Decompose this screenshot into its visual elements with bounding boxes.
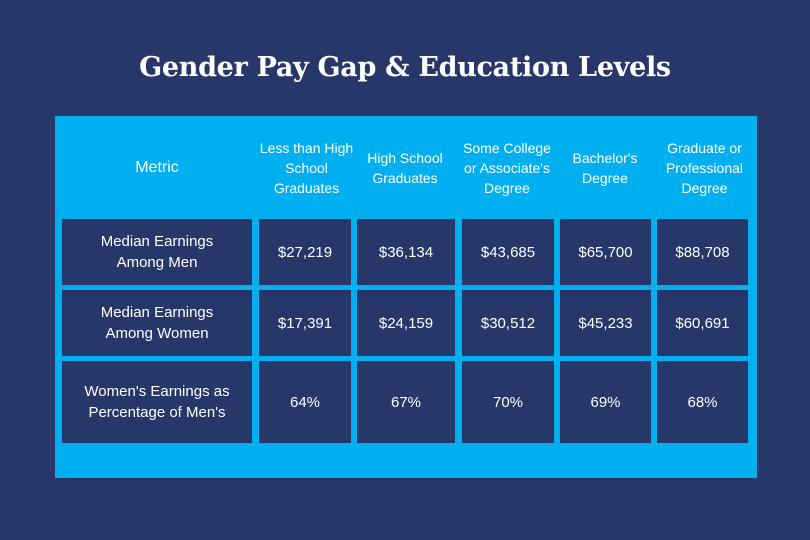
- page-title: Gender Pay Gap & Education Levels: [139, 52, 671, 83]
- row-label-women: Median Earnings Among Women: [62, 290, 252, 356]
- table-cell: $24,159: [357, 290, 455, 356]
- table-cell: $43,685: [462, 219, 554, 285]
- table-cell: 68%: [657, 361, 748, 443]
- table-cell: $88,708: [657, 219, 748, 285]
- header-graduate: Graduate or Professional Degree: [665, 140, 744, 196]
- table-cell: 67%: [357, 361, 455, 443]
- table-cell: $30,512: [462, 290, 554, 356]
- table-cell: $17,391: [259, 290, 351, 356]
- header-high-school: High School Graduates: [367, 150, 443, 186]
- table-cell: $60,691: [657, 290, 748, 356]
- table-cell: 64%: [259, 361, 351, 443]
- header-metric: Metric: [135, 159, 179, 176]
- header-bachelors: Bachelor's Degree: [572, 150, 638, 186]
- table-cell: $65,700: [560, 219, 651, 285]
- row-label-percentage: Women's Earnings as Percentage of Men's: [62, 361, 252, 443]
- row-label-men: Median Earnings Among Men: [62, 219, 252, 285]
- table-cell: 69%: [560, 361, 651, 443]
- header-some-college: Some College or Associate's Degree: [463, 140, 551, 196]
- table-cell: $36,134: [357, 219, 455, 285]
- table-cell: 70%: [462, 361, 554, 443]
- table-cell: $45,233: [560, 290, 651, 356]
- header-less-than-high-school: Less than High School Graduates: [259, 140, 354, 196]
- table-cell: $27,219: [259, 219, 351, 285]
